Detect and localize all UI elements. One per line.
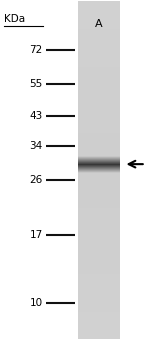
Text: KDa: KDa <box>4 14 26 24</box>
Text: 72: 72 <box>29 45 43 54</box>
Text: 34: 34 <box>29 141 43 151</box>
Text: 17: 17 <box>29 230 43 240</box>
Text: 43: 43 <box>29 111 43 121</box>
Text: 26: 26 <box>29 175 43 185</box>
Text: 55: 55 <box>29 79 43 89</box>
Text: 10: 10 <box>30 298 43 308</box>
Text: A: A <box>95 19 102 29</box>
